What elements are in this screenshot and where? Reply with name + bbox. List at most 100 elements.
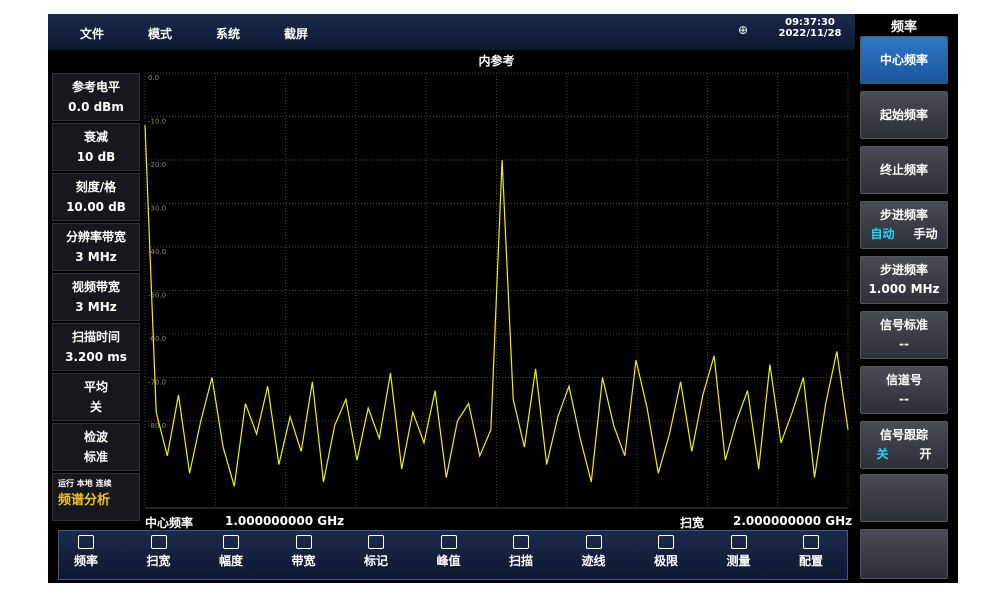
softkey-label: 起始频率	[879, 108, 928, 122]
toolbar-label: 带宽	[291, 554, 316, 568]
param-box[interactable]: 检波 标准	[52, 423, 140, 471]
time: 09:37:30	[785, 17, 835, 28]
param-label: 分辨率带宽	[65, 230, 126, 244]
toolbar	[58, 530, 848, 580]
softkey-label: 信号标准	[879, 318, 928, 332]
param-label: 参考电平	[71, 80, 120, 94]
softkey-label: 信道号	[885, 373, 922, 387]
param-box[interactable]: 平均关	[52, 373, 140, 421]
param-box[interactable]: 视频带宽 3 MHz	[52, 273, 140, 321]
softkey-options: 自动 手动	[861, 225, 947, 244]
toolbar-label: 迹线	[581, 554, 606, 568]
toolbar-icon	[803, 535, 819, 549]
menu-item[interactable]: 系统	[216, 27, 241, 41]
y-tick-label: 0.0	[148, 74, 159, 82]
center-value: 1.000000000 GHz	[225, 514, 345, 528]
toolbar-item[interactable]: 带宽	[274, 533, 334, 569]
toolbar-item[interactable]: 扫描	[491, 533, 551, 569]
param-value: 0.0 dBm	[68, 100, 124, 114]
status: 运行 本地 连续	[58, 479, 112, 488]
toolbar-item[interactable]: 配置	[781, 533, 841, 569]
icon: ⊕	[738, 23, 749, 37]
param-value: 10 dB	[76, 150, 116, 164]
param-value: 3 MHz	[75, 300, 117, 314]
softkey-label: 中心频率	[879, 53, 928, 67]
menu-item[interactable]: 截屏	[284, 27, 309, 41]
param-label: 平均	[83, 380, 108, 394]
softkey-empty[interactable]	[860, 529, 948, 579]
param-label: 视频带宽	[71, 280, 120, 294]
span-label: 扫宽	[680, 516, 705, 530]
param-box[interactable]: 刻度/格 10.00 dB	[52, 173, 140, 221]
softkey-option[interactable]: 自动	[870, 227, 895, 241]
softkey-option[interactable]: 手动	[913, 227, 938, 241]
softkey-label: 信号跟踪	[879, 428, 928, 442]
softkey[interactable]: 中心频率	[860, 36, 948, 84]
center-label: 中心频率	[145, 516, 194, 530]
status-box: 运行 本地 连续 频谱分析	[52, 473, 140, 521]
mode[interactable]: 频谱分析	[58, 493, 111, 508]
param-label: 扫描时间	[71, 330, 120, 344]
toolbar-item[interactable]: 峰值	[419, 533, 479, 569]
softkey[interactable]: 信号跟踪关开	[860, 421, 948, 469]
softkey[interactable]: 步进频率 1.000 MHz	[860, 256, 948, 304]
y-tick-label: -20.0	[148, 161, 166, 169]
toolbar-icon	[585, 535, 602, 549]
panel-title: 频率	[890, 20, 917, 35]
toolbar-icon	[658, 535, 674, 549]
clock: 09:37:30 2022/11/28	[775, 17, 845, 39]
menu-item[interactable]: 文件	[80, 27, 105, 41]
y-tick-label: -30.0	[148, 205, 166, 213]
param-box[interactable]: 衰减 10 dB	[52, 123, 140, 171]
softkey-value: --	[899, 337, 909, 351]
y-tick-label: -10.0	[148, 118, 166, 126]
softkey-options: 关开	[861, 445, 947, 464]
toolbar-icon	[368, 535, 384, 549]
trace	[144, 125, 849, 487]
toolbar-label: 峰值	[436, 554, 461, 568]
toolbar-label: 频率	[73, 554, 98, 568]
param-box[interactable]: 扫描时间 3.200 ms	[52, 323, 140, 371]
toolbar-item[interactable]: 迹线	[564, 533, 624, 569]
toolbar-icon	[295, 535, 312, 549]
softkey-option[interactable]: 开	[919, 447, 932, 461]
softkey-label: 步进频率	[879, 208, 928, 222]
toolbar-item[interactable]: 扫宽	[129, 533, 189, 569]
param-value: 3 MHz	[75, 250, 117, 264]
y-tick-label: -40.0	[148, 248, 166, 256]
softkey[interactable]: 步进频率自动 手动	[860, 201, 948, 249]
toolbar-label: 极限	[653, 554, 678, 568]
span-value: 2.000000000 GHz	[733, 514, 853, 528]
toolbar-icon	[513, 535, 529, 549]
softkey-option[interactable]: 关	[876, 447, 889, 461]
menu-item[interactable]: 模式	[148, 27, 173, 41]
toolbar-item[interactable]: 极限	[636, 533, 696, 569]
softkey[interactable]: 信号标准 --	[860, 311, 948, 359]
param-value: 3.200 ms	[65, 350, 127, 364]
toolbar-item[interactable]: 频率	[56, 533, 116, 569]
toolbar-icon	[223, 535, 239, 549]
param-value: 10.00 dB	[66, 200, 126, 214]
toolbar-label: 扫描	[508, 554, 533, 568]
softkey-empty[interactable]	[860, 474, 948, 522]
y-tick-label: -70.0	[148, 379, 166, 387]
toolbar-label: 扫宽	[146, 554, 171, 568]
toolbar-item[interactable]: 幅度	[201, 533, 261, 569]
softkey[interactable]: 终止频率	[860, 146, 948, 194]
param-box[interactable]: 参考电平 0.0 dBm	[52, 73, 140, 121]
softkey-value: 1.000 MHz	[868, 282, 940, 296]
plot-title: 内参考	[478, 54, 515, 68]
toolbar-label: 测量	[726, 554, 751, 568]
toolbar-item[interactable]: 测量	[709, 533, 769, 569]
toolbar-icon	[150, 535, 167, 549]
param-box[interactable]: 分辨率带宽 3 MHz	[52, 223, 140, 271]
softkey-value: --	[899, 392, 909, 406]
softkey[interactable]: 信道号 --	[860, 366, 948, 414]
softkey[interactable]: 起始频率	[860, 91, 948, 139]
param-value: 关	[89, 400, 102, 414]
toolbar-item[interactable]: 标记	[346, 533, 406, 569]
toolbar-label: 标记	[363, 554, 388, 568]
y-tick-label: -80.0	[148, 422, 166, 430]
